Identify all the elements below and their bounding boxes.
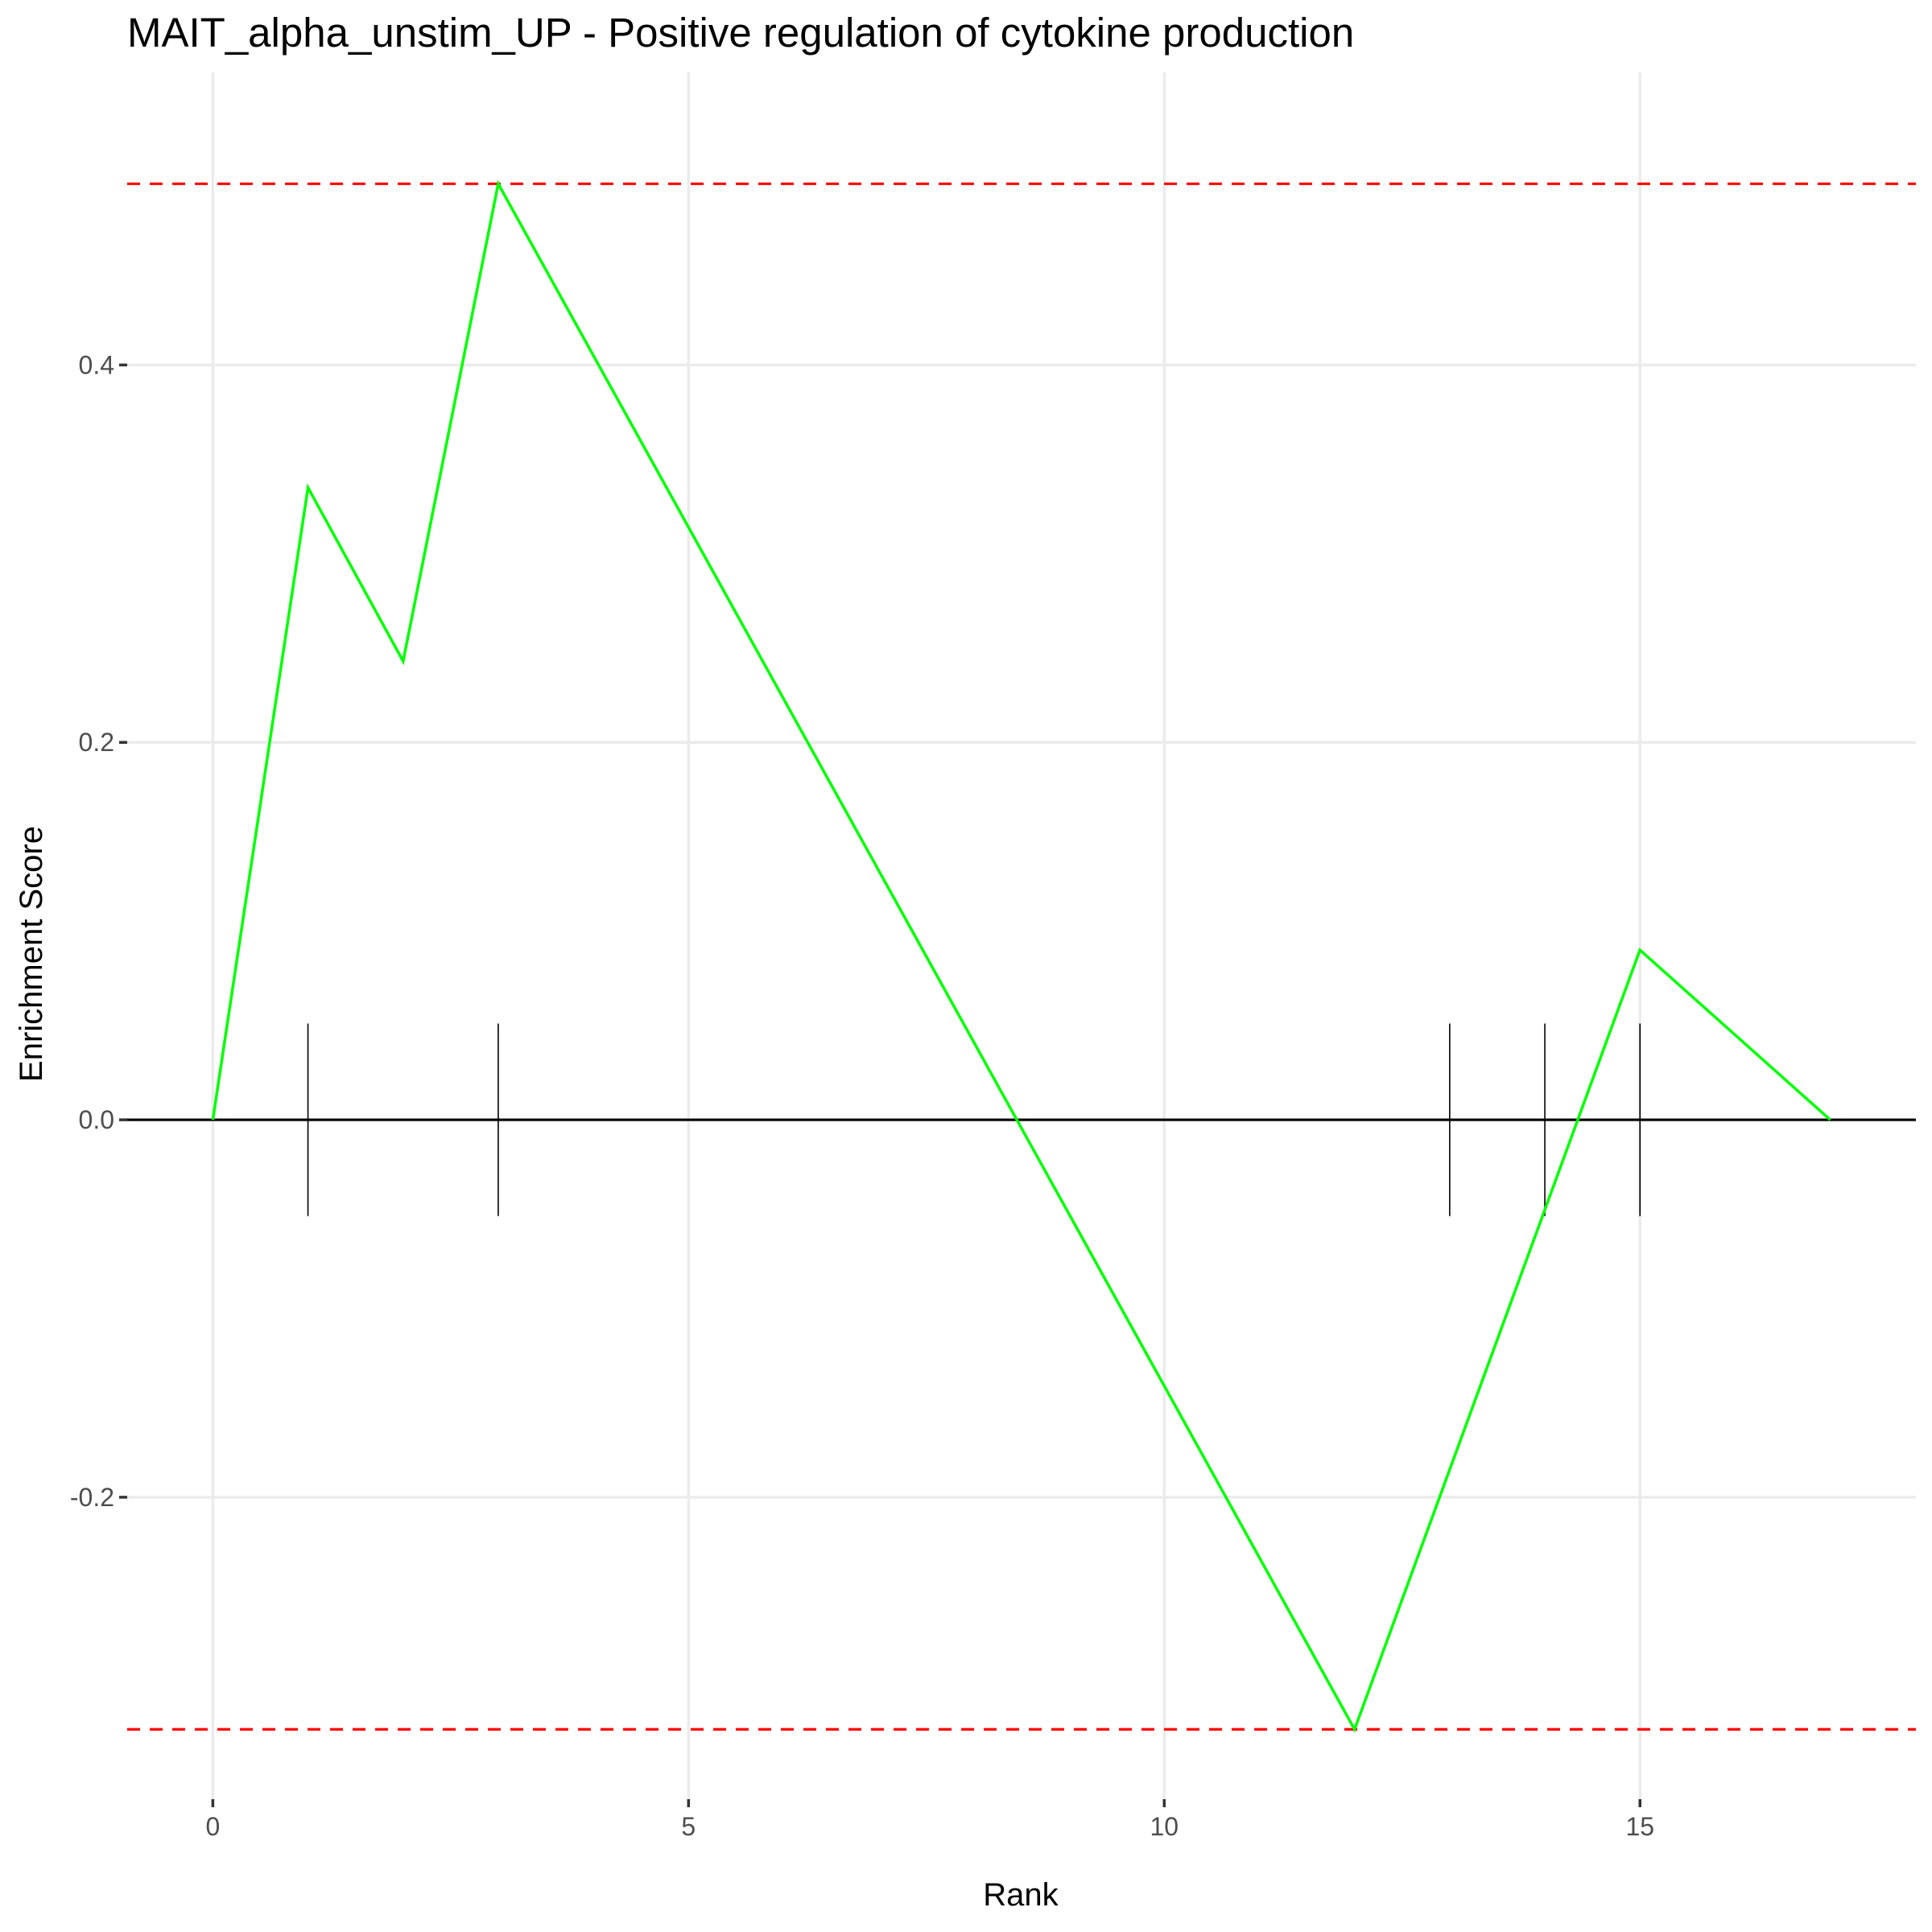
y-tick-label: 0.2	[79, 728, 114, 757]
x-tick-label: 10	[1150, 1812, 1179, 1841]
x-tick-label: 5	[681, 1812, 696, 1841]
x-axis-label: Rank	[983, 1877, 1059, 1913]
x-tick-label: 15	[1625, 1812, 1654, 1841]
x-axis-ticks: 0 5 10 15	[205, 1799, 1654, 1841]
hit-marks	[307, 1023, 1641, 1216]
series-lines	[211, 180, 1831, 1733]
y-tick-label: 0.0	[79, 1105, 114, 1134]
enrichment-line	[211, 180, 1831, 1733]
y-axis-label: Enrichment Score	[14, 826, 49, 1082]
reference-lines	[127, 182, 1916, 1731]
y-axis-ticks: -0.2 0.0 0.2 0.4	[70, 350, 127, 1512]
y-tick-label: -0.2	[70, 1483, 114, 1512]
chart-title: MAIT_alpha_unstim_UP - Positive regulati…	[127, 10, 1354, 56]
x-tick-label: 0	[205, 1812, 220, 1841]
x-gridlines	[211, 72, 1641, 1799]
y-tick-label: 0.4	[79, 350, 114, 379]
